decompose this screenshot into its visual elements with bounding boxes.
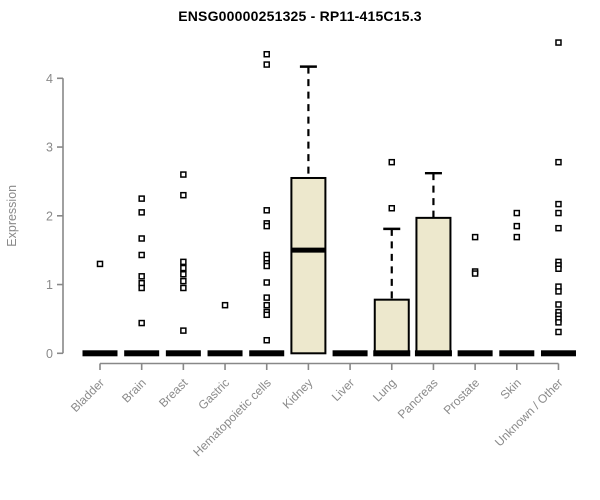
chart-title: ENSG00000251325 - RP11-415C15.3	[178, 8, 422, 24]
outlier-point	[555, 301, 562, 308]
outlier-point	[138, 284, 145, 292]
x-tick-label: Gastric	[195, 376, 232, 413]
outlier-point	[555, 265, 562, 272]
zero-bar	[82, 350, 118, 357]
outlier-point	[180, 277, 187, 285]
outlier-point	[96, 260, 104, 268]
outlier-point	[180, 258, 187, 266]
outlier-point	[513, 209, 521, 217]
x-tick-label: Kidney	[280, 376, 316, 412]
outlier-point	[555, 158, 562, 166]
zero-bar	[540, 350, 576, 357]
outlier-point	[471, 270, 479, 277]
outlier-point	[388, 158, 396, 166]
box	[415, 216, 452, 355]
zero-bar	[249, 350, 285, 357]
median-line	[373, 350, 411, 357]
outlier-point	[555, 319, 562, 326]
outlier-point	[555, 209, 562, 217]
outlier-point	[263, 262, 270, 270]
x-tick-label: Lung	[370, 376, 399, 405]
y-tick-label: 4	[46, 72, 53, 86]
outlier-point	[513, 222, 521, 230]
outlier-point	[555, 288, 562, 295]
zero-bar	[457, 350, 493, 357]
outlier-point	[180, 191, 187, 199]
zero-bar	[499, 350, 535, 357]
outlier-point	[555, 39, 562, 46]
outlier-point	[263, 222, 270, 230]
y-axis-title: Expression	[5, 185, 19, 247]
outlier-point	[138, 209, 145, 216]
outlier-point	[263, 61, 270, 68]
outlier-point	[138, 273, 145, 280]
outlier-point	[388, 204, 396, 212]
y-tick-label: 1	[46, 278, 53, 292]
outlier-point	[263, 279, 270, 286]
box	[290, 176, 327, 355]
x-tick-label: Brain	[119, 376, 149, 406]
x-tick-label: Pancreas	[395, 376, 441, 422]
outlier-point	[263, 301, 270, 309]
zero-bar	[165, 350, 201, 357]
x-tick-label: Breast	[156, 375, 191, 410]
y-tick-label: 2	[46, 209, 53, 223]
median-line	[414, 350, 452, 357]
outlier-point	[263, 336, 270, 344]
zero-bar	[207, 350, 243, 357]
outlier-point	[180, 270, 187, 278]
outlier-point	[221, 301, 229, 309]
outlier-point	[555, 328, 562, 336]
outlier-point	[555, 224, 562, 232]
x-tick-label: Prostate	[441, 376, 483, 418]
outlier-point	[263, 207, 270, 214]
outlier-point	[138, 319, 145, 327]
outlier-point	[180, 171, 187, 178]
zero-bar	[332, 350, 368, 357]
x-tick-label: Skin	[498, 376, 524, 402]
outlier-point	[263, 311, 270, 319]
y-tick-label: 0	[46, 347, 53, 361]
outlier-point	[471, 233, 479, 241]
zero-bar	[124, 350, 160, 357]
outlier-point	[138, 251, 145, 259]
outlier-point	[138, 195, 145, 202]
box	[373, 298, 410, 355]
outlier-point	[513, 233, 521, 241]
x-tick-label: Hematopoietic cells	[190, 376, 273, 459]
outlier-point	[263, 50, 270, 58]
outlier-point	[555, 200, 562, 208]
outlier-point	[180, 327, 187, 334]
x-tick-label: Bladder	[68, 376, 107, 415]
outlier-point	[180, 264, 187, 272]
x-tick-label: Liver	[329, 376, 357, 404]
outlier-point	[263, 294, 270, 301]
outlier-point	[180, 284, 187, 292]
outlier-point	[138, 235, 145, 242]
y-tick-label: 3	[46, 141, 53, 155]
